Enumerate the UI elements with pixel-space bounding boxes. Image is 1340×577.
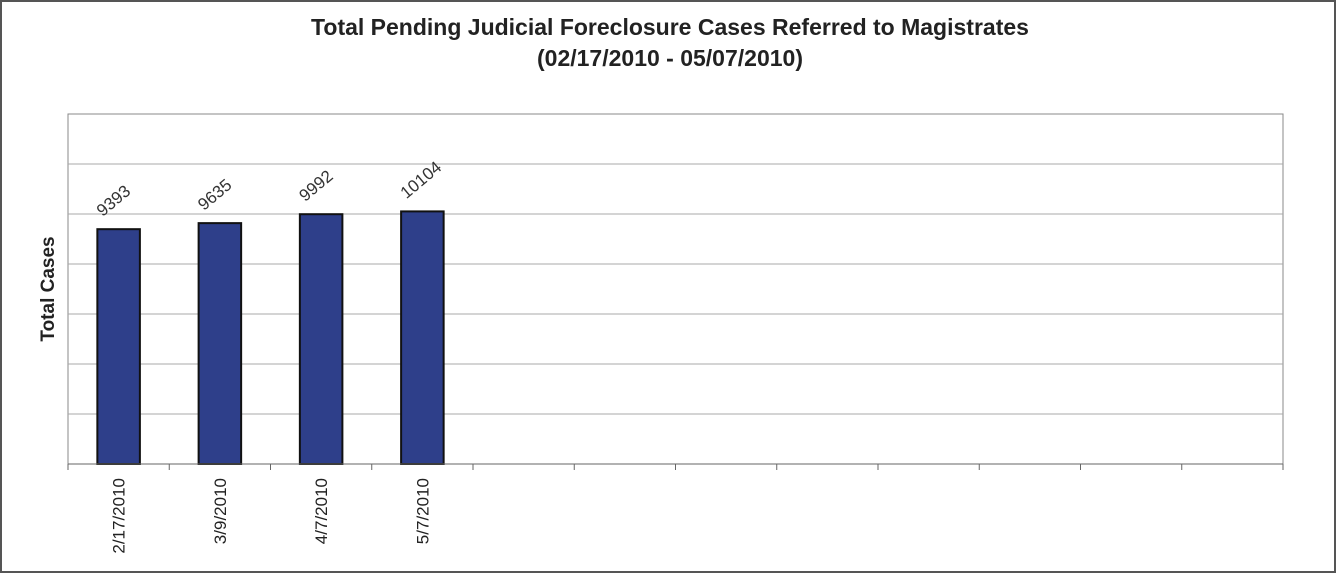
y-axis-label: Total Cases bbox=[38, 236, 59, 341]
bar bbox=[400, 210, 445, 465]
bar bbox=[197, 222, 243, 465]
chart-title-block: Total Pending Judicial Foreclosure Cases… bbox=[0, 12, 1340, 74]
bars bbox=[96, 210, 445, 465]
x-axis: 2/17/2010 3/9/2010 4/7/2010 5/7/2010 bbox=[67, 463, 1284, 554]
x-tick-label: 3/9/2010 bbox=[211, 478, 230, 544]
bar bbox=[298, 213, 344, 465]
x-tick-label: 4/7/2010 bbox=[312, 478, 331, 544]
bar bbox=[96, 228, 141, 465]
x-tick-label: 5/7/2010 bbox=[413, 478, 432, 544]
x-tick-label: 2/17/2010 bbox=[110, 478, 129, 554]
gridlines bbox=[68, 163, 1283, 415]
plot-area bbox=[67, 113, 1284, 465]
chart-subtitle: (02/17/2010 - 05/07/2010) bbox=[537, 45, 803, 71]
chart-title: Total Pending Judicial Foreclosure Cases… bbox=[311, 14, 1029, 40]
